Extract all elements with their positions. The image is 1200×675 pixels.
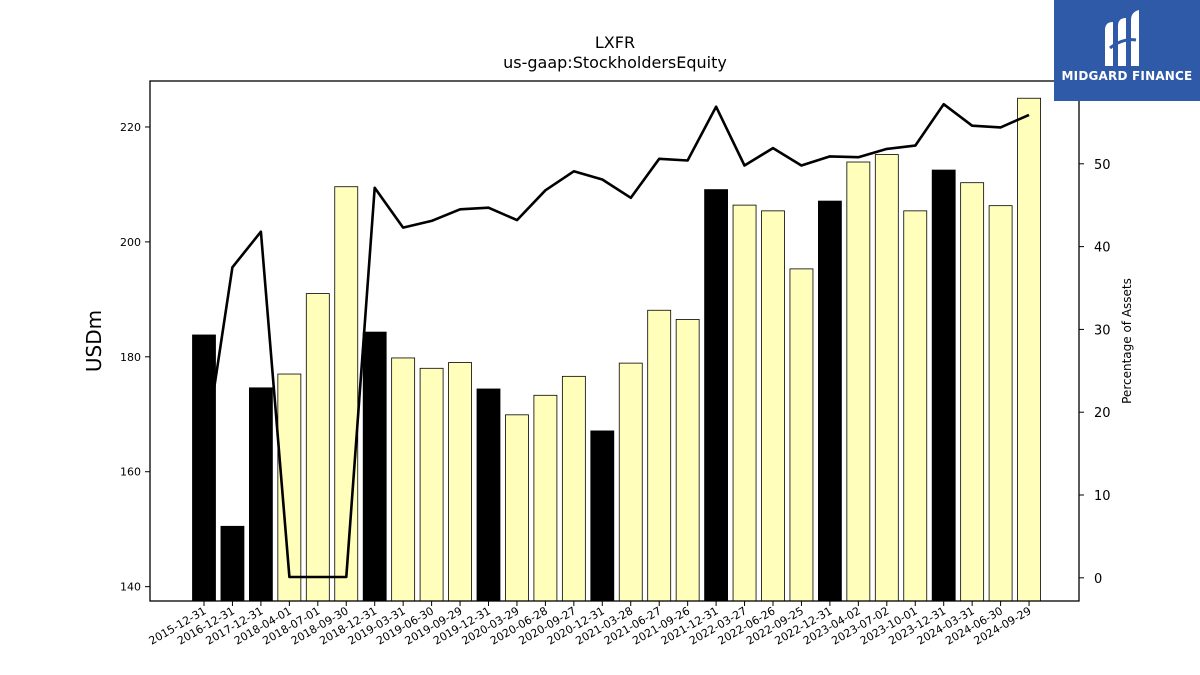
bar-2018-12-31 [362, 331, 387, 602]
bar-2019-03-31 [391, 357, 416, 602]
bar-group [192, 97, 1041, 602]
brand-mark-icon [1105, 10, 1139, 66]
bar-2024-09-29 [1017, 97, 1041, 602]
bar-2020-06-28 [533, 394, 558, 602]
y-tick-label: 140 [120, 581, 141, 594]
bar-2022-12-31 [818, 200, 842, 602]
y2-axis-label: Percentage of Assets [1120, 278, 1134, 404]
y2-tick-label: 50 [1094, 158, 1111, 173]
bar-2023-04-02 [846, 161, 871, 602]
y2-axis: 0 10 20 30 40 50 [1079, 158, 1111, 587]
y-tick-label: 180 [120, 351, 141, 364]
bar-2022-03-27 [732, 204, 757, 602]
y2-tick-label: 30 [1094, 323, 1111, 338]
bar-2019-12-31 [476, 388, 501, 602]
bar-2020-12-31 [590, 430, 615, 602]
y-tick-label: 220 [120, 121, 141, 134]
y2-tick-label: 20 [1094, 406, 1111, 421]
chart-title: LXFR [595, 33, 635, 52]
brand-name: MIDGARD FINANCE [1061, 69, 1193, 83]
bar-2023-10-01 [903, 210, 928, 602]
bar-2018-07-01 [305, 293, 330, 602]
brand-logo: MIDGARD FINANCE [1054, 0, 1200, 101]
y-axis: 140 160 180 200 220 [120, 121, 150, 594]
bar-2024-03-31 [960, 182, 985, 602]
y2-tick-label: 0 [1094, 572, 1102, 587]
bar-2021-03-28 [618, 362, 643, 602]
plot-frame [149, 80, 1080, 602]
bar-2018-09-30 [334, 186, 359, 602]
bar-2023-12-31 [931, 169, 956, 602]
bar-2017-12-31 [248, 387, 273, 602]
y2-tick-label: 10 [1094, 489, 1111, 504]
x-axis: 2015-12-312016-12-312017-12-312018-04-01… [147, 601, 1034, 648]
bar-2016-12-31 [220, 525, 245, 602]
y-tick-label: 160 [120, 466, 141, 479]
line-group [202, 102, 1030, 579]
bar-2023-07-02 [874, 154, 899, 602]
y2-tick-label: 40 [1094, 241, 1111, 256]
bar-2022-06-26 [761, 210, 785, 602]
y-tick-label: 200 [120, 236, 141, 249]
bar-2022-09-25 [789, 268, 814, 602]
chart-subtitle: us-gaap:StockholdersEquity [503, 53, 727, 72]
bar-2024-06-30 [988, 205, 1013, 602]
bar-2015-12-31 [192, 334, 216, 602]
bar-2020-09-27 [561, 375, 586, 602]
bar-2019-09-29 [448, 362, 472, 602]
bar-2020-03-29 [505, 414, 529, 602]
y-axis-label: USDm [82, 310, 106, 372]
bar-2019-06-30 [419, 367, 444, 602]
percent-of-assets-line [202, 102, 1030, 579]
bar-2021-12-31 [704, 189, 728, 602]
bar-2021-09-26 [675, 319, 700, 602]
bar-2021-06-27 [647, 309, 672, 602]
